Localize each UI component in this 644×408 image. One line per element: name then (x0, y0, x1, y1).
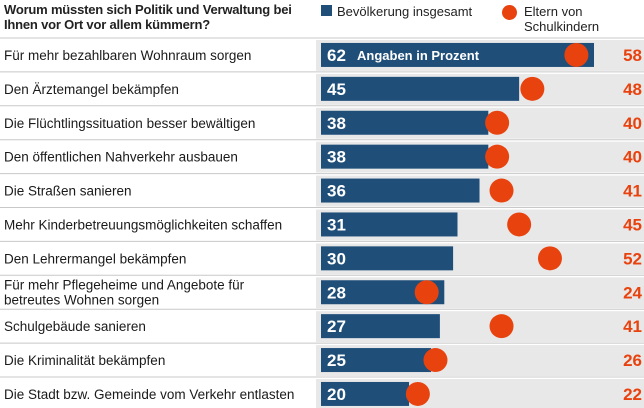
bar-population (321, 178, 480, 203)
bar-population (321, 110, 489, 135)
legend-population-label: Bevölkerung insgesamt (337, 4, 473, 19)
bar-value-label: 30 (327, 249, 346, 268)
unit-note: Angaben in Prozent (357, 48, 480, 63)
parents-value-label: 58 (623, 46, 642, 65)
bar-value-label: 28 (327, 283, 346, 302)
legend-parents-swatch (502, 5, 517, 20)
category-label: Die Straßen sanieren (4, 184, 132, 199)
parents-value-label: 41 (623, 317, 642, 336)
parents-value-label: 40 (623, 148, 642, 167)
category-label: Den Lehrermangel bekämpfen (4, 251, 186, 266)
dot-parents (489, 314, 514, 339)
category-label: Die Flüchtlingssituation besser bewältig… (4, 116, 255, 131)
bar-value-label: 45 (327, 80, 346, 99)
bar-population (321, 246, 454, 271)
parents-value-label: 26 (623, 351, 642, 370)
bar-value-label: 36 (327, 182, 346, 201)
dot-parents (423, 348, 448, 373)
category-label: Den Ärztemangel bekämpfen (4, 82, 179, 97)
bar-value-label: 31 (327, 215, 346, 234)
dot-parents (485, 110, 510, 135)
chart-title: Worum müssten sich Politik und Verwaltun… (4, 2, 292, 32)
parents-value-label: 48 (623, 80, 642, 99)
bar-value-label: 38 (327, 148, 346, 167)
bar-population (321, 42, 594, 67)
bar-population (321, 212, 458, 237)
bar-value-label: 20 (327, 385, 346, 404)
bar-value-label: 25 (327, 351, 346, 370)
bar-value-label: 62 (327, 46, 346, 65)
parents-value-label: 45 (623, 215, 642, 234)
bar-value-label: 27 (327, 317, 346, 336)
legend-parents-label: Eltern von Schulkindern (524, 4, 600, 34)
parents-value-label: 40 (623, 114, 642, 133)
dot-parents (405, 381, 430, 406)
category-label: Schulgebäude sanieren (4, 319, 146, 334)
dot-parents (507, 212, 532, 237)
category-label: Für mehr Pflegeheime und Angebote für (4, 277, 245, 292)
category-label: Für mehr bezahlbaren Wohnraum sorgen (4, 48, 251, 63)
category-label: Den öffentlichen Nahverkehr ausbauen (4, 150, 238, 165)
bar-population (321, 314, 440, 339)
parents-value-label: 41 (623, 182, 642, 201)
legend-population-swatch (321, 5, 332, 16)
category-label: Mehr Kinderbetreuungsmöglichkeiten schaf… (4, 217, 282, 232)
dot-parents (414, 280, 439, 305)
bar-population (321, 144, 489, 169)
parents-value-label: 52 (623, 249, 642, 268)
dot-parents (485, 144, 510, 169)
bar-population (321, 76, 520, 101)
category-label: Die Kriminalität bekämpfen (4, 353, 165, 368)
bar-population (321, 381, 410, 406)
bar-value-label: 38 (327, 114, 346, 133)
category-label: Die Stadt bzw. Gemeinde vom Verkehr entl… (4, 387, 294, 402)
bar-population (321, 348, 432, 373)
parents-value-label: 24 (623, 283, 642, 302)
dot-parents (489, 178, 514, 203)
dot-parents (537, 246, 562, 271)
category-label: betreutes Wohnen sorgen (4, 292, 159, 307)
parents-value-label: 22 (623, 385, 642, 404)
dot-parents (564, 42, 589, 67)
dot-parents (520, 76, 545, 101)
